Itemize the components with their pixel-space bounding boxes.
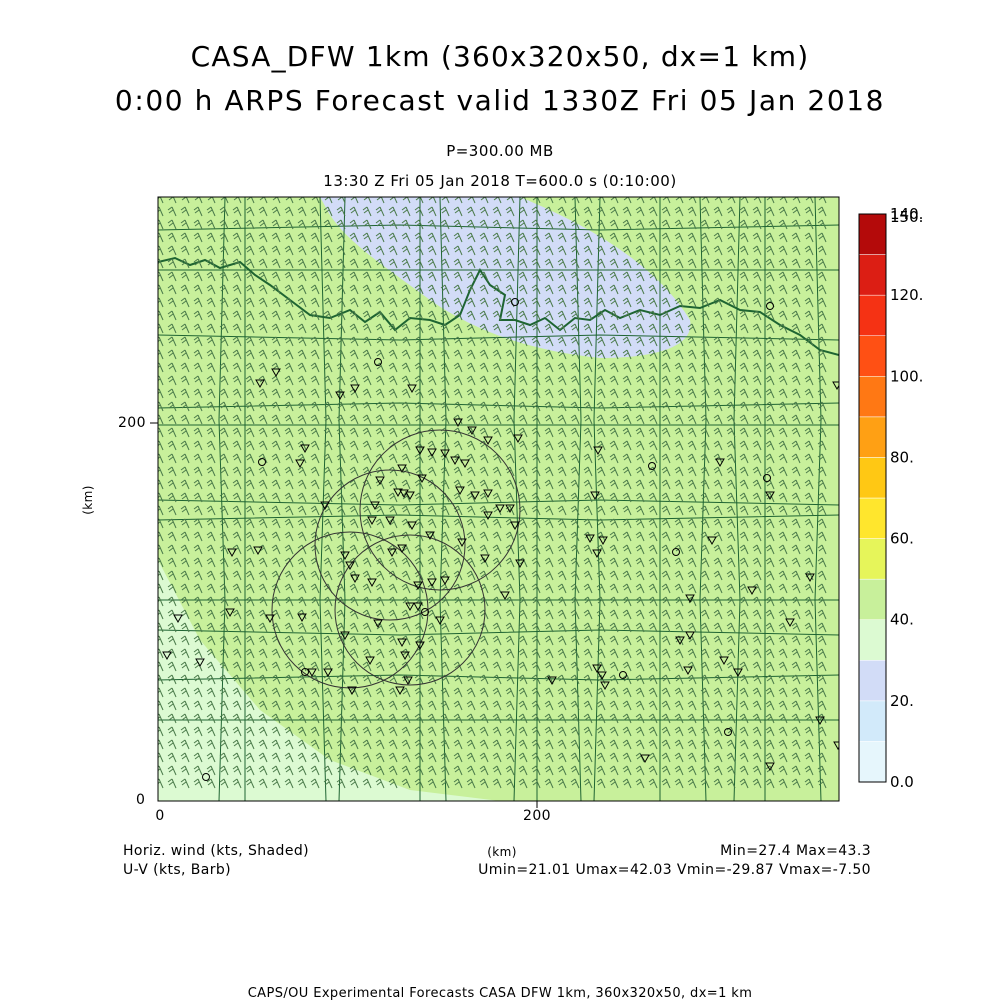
footer-credit: CAPS/OU Experimental Forecasts CASA DFW … (0, 986, 1000, 1001)
colorbar-label: 150. (890, 208, 923, 226)
colorbar-segment (859, 660, 886, 701)
y-tick-label-0: 0 (136, 792, 145, 808)
legend-barb-field: U-V (kts, Barb) (123, 862, 231, 878)
colorbar-segment (859, 457, 886, 498)
colorbar-segment (859, 741, 886, 782)
colorbar-segment (859, 376, 886, 417)
colorbar-segment (859, 701, 886, 742)
colorbar-segment (859, 295, 886, 336)
y-axis-label: (km) (81, 485, 95, 515)
colorbar-segment (859, 214, 886, 255)
legend-shaded-field: Horiz. wind (kts, Shaded) (123, 843, 309, 859)
colorbar-segment (859, 539, 886, 580)
map-plot-area (155, 194, 842, 801)
colorbar-segment (859, 620, 886, 661)
colorbar-label: 40. (890, 611, 914, 629)
colorbar-labels: 0.020.40.60.80.100.120.140.150. (890, 205, 923, 791)
colorbar-label: 80. (890, 448, 914, 466)
legend-min-max: Min=27.4 Max=43.3 (720, 843, 871, 859)
colorbar-segment (859, 336, 886, 377)
colorbar-label: 20. (890, 692, 914, 710)
legend-uv-min-max: Umin=21.01 Umax=42.03 Vmin=-29.87 Vmax=-… (478, 862, 871, 878)
colorbar-segment (859, 579, 886, 620)
colorbar-segment (859, 255, 886, 296)
colorbar-label: 60. (890, 530, 914, 548)
colorbar-label: 100. (890, 367, 923, 385)
x-axis-label: (km) (487, 845, 517, 859)
colorbar-segment (859, 498, 886, 539)
x-tick-label-0: 0 (155, 808, 164, 824)
colorbar-label: 120. (890, 286, 923, 304)
colorbar (859, 214, 886, 782)
colorbar-label: 0.0 (890, 773, 914, 791)
colorbar-segment (859, 417, 886, 458)
y-tick-label-200: 200 (118, 415, 146, 431)
x-tick-label-200: 200 (523, 808, 551, 824)
